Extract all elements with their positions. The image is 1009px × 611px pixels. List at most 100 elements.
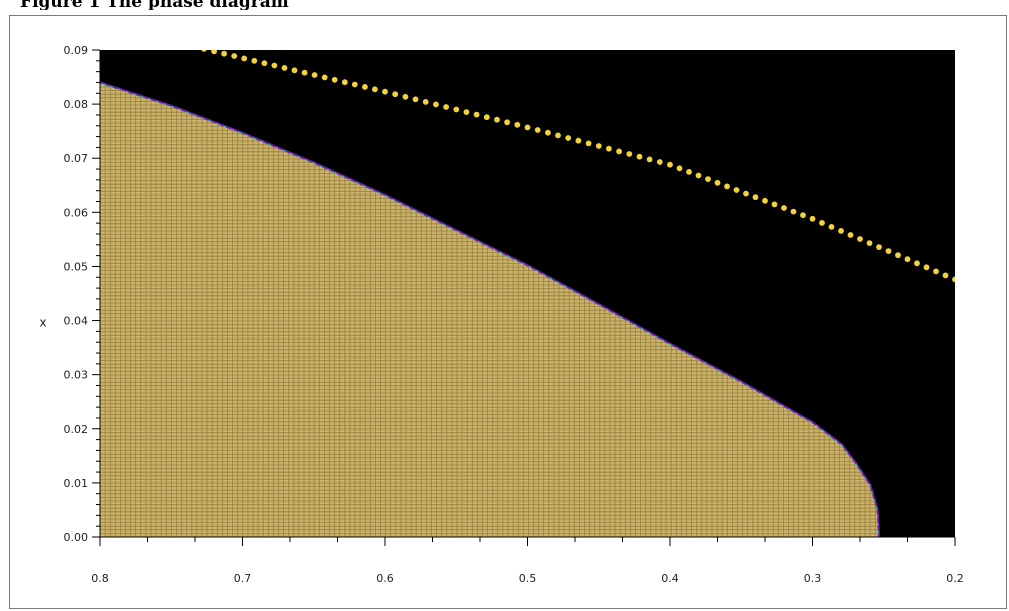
x-tick-label: 0.3	[804, 572, 822, 585]
series-point	[331, 76, 338, 83]
region-edge-inner	[100, 82, 880, 537]
series-point	[781, 205, 787, 211]
series-point	[372, 86, 378, 93]
series-point	[646, 156, 653, 163]
series-point	[311, 72, 318, 78]
series-point	[800, 212, 806, 219]
series-point	[545, 129, 551, 136]
series-point	[636, 153, 643, 160]
series-point	[771, 201, 778, 208]
series-point	[241, 55, 248, 62]
series-point	[895, 252, 901, 259]
series-point	[473, 111, 480, 118]
series-point	[341, 79, 348, 86]
series-point	[828, 224, 835, 230]
series-point	[809, 215, 816, 222]
x-tick-label: 0.8	[91, 572, 109, 585]
series-point	[201, 50, 207, 52]
series-point	[453, 106, 460, 113]
series-point	[301, 69, 308, 76]
y-tick-label: 0.01	[64, 477, 89, 490]
series-point	[221, 50, 228, 57]
x-tick-label: 0.7	[234, 572, 252, 585]
series-point	[626, 151, 633, 157]
series-point	[514, 121, 521, 128]
series-point	[790, 208, 797, 215]
series-point	[676, 165, 683, 172]
series-point	[656, 159, 663, 165]
series-point	[616, 148, 622, 155]
series-point	[847, 232, 854, 238]
x-tick-label: 0.4	[661, 572, 679, 585]
x-tick-label: 0.2	[946, 572, 964, 585]
series-point	[714, 179, 721, 186]
series-point	[443, 104, 449, 110]
series-point	[885, 248, 892, 255]
series-point	[952, 276, 955, 283]
series-point	[667, 161, 673, 168]
series-point	[261, 60, 268, 67]
series-point	[595, 143, 602, 149]
series-point	[402, 93, 409, 100]
y-tick-label: 0.03	[64, 369, 89, 382]
y-tick-label: 0.07	[64, 152, 89, 165]
y-tick-label: 0.08	[64, 98, 89, 111]
y-tick-label: 0.02	[64, 423, 89, 436]
series-point	[819, 220, 825, 226]
y-tick-label: 0.05	[64, 260, 89, 273]
series-point	[724, 183, 730, 190]
y-tick-label: 0.00	[64, 531, 89, 544]
series-point	[382, 88, 388, 95]
series-point	[695, 172, 702, 179]
series-point	[866, 240, 873, 247]
x-tick-label: 0.6	[376, 572, 394, 585]
series-point	[281, 65, 288, 71]
figure-caption: Figure 1 The phase diagram	[20, 0, 289, 10]
series-point	[362, 84, 368, 90]
series-point	[923, 264, 930, 271]
series-point	[524, 124, 531, 131]
series-point	[857, 236, 863, 242]
series-point	[762, 197, 768, 204]
series-point	[271, 62, 278, 69]
series-point	[291, 67, 298, 74]
series-point	[575, 137, 582, 144]
series-point	[565, 135, 572, 141]
series-point	[838, 228, 844, 234]
series-point	[251, 57, 258, 64]
series-point	[914, 260, 920, 267]
series-point	[422, 99, 429, 105]
series-point	[351, 81, 358, 88]
series-point	[412, 96, 419, 103]
series-point	[392, 91, 399, 98]
y-axis-title: x	[39, 316, 46, 330]
series-point	[585, 140, 592, 147]
series-point	[211, 50, 217, 55]
series-point	[686, 169, 692, 175]
series-point	[433, 101, 439, 108]
series-point	[504, 119, 510, 126]
dotted-series	[201, 50, 955, 283]
series-point	[463, 109, 470, 115]
y-tick-label: 0.09	[64, 44, 89, 57]
series-point	[606, 145, 612, 152]
series-point	[743, 190, 749, 197]
series-point	[705, 176, 711, 183]
series-point	[933, 268, 939, 275]
y-tick-label: 0.04	[64, 315, 89, 328]
series-point	[904, 256, 911, 263]
series-point	[733, 187, 740, 193]
series-point	[483, 114, 490, 121]
series-point	[876, 244, 882, 251]
series-point	[752, 194, 759, 201]
series-point	[231, 53, 238, 59]
series-point	[534, 127, 541, 133]
y-tick-label: 0.06	[64, 206, 89, 219]
series-point	[321, 74, 328, 81]
series-point	[494, 116, 500, 123]
x-tick-label: 0.5	[519, 572, 537, 585]
series-point	[555, 132, 561, 139]
series-point	[942, 272, 949, 279]
